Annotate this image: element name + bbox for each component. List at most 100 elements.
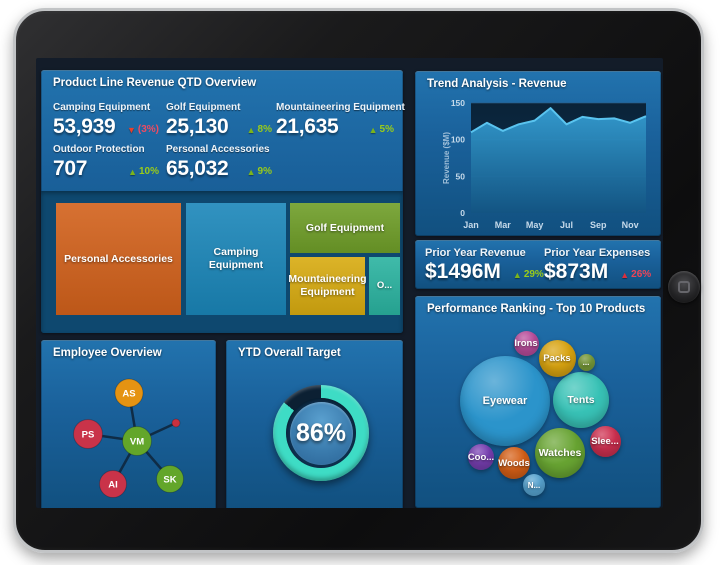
kpi-change-value: 8% <box>257 124 272 135</box>
kpi-label: Personal Accessories <box>166 144 270 155</box>
bubble-slee[interactable]: Slee... <box>589 425 621 457</box>
kpi-grid: Camping Equipment 53,939 ▼ (3%) Golf Equipme… <box>41 70 405 191</box>
network-node-vm[interactable] <box>122 426 152 456</box>
panel-title-performance: Performance Ranking - Top 10 Products <box>427 303 646 315</box>
prior-year-label: Prior Year Expenses <box>544 247 651 259</box>
kpi-value: 65,032 <box>166 157 229 180</box>
arrow-up-icon: ▲ <box>246 166 256 177</box>
gauge-disc: 86% <box>289 401 353 465</box>
treemap-tile[interactable]: Golf Equipment <box>290 203 400 253</box>
bubble-label: Woods <box>498 457 530 469</box>
bubble-woods[interactable]: Woods <box>498 447 530 479</box>
arrow-up-icon: ▲ <box>246 124 256 135</box>
x-axis-tick-label: May <box>526 220 544 230</box>
bubble-label: Coo... <box>467 451 495 463</box>
x-axis-tick-label: Nov <box>622 220 639 230</box>
network-node-label: PS <box>82 430 95 441</box>
prior-year-kpi: Prior Year Revenue $1496M ▲ 29% <box>425 247 544 282</box>
network-node-as[interactable] <box>114 378 144 408</box>
prior-year-value: $873M <box>544 260 609 283</box>
network-node-dot[interactable] <box>171 418 181 428</box>
network-node-label: AI <box>108 480 118 491</box>
network-node-ps[interactable] <box>73 419 103 449</box>
panel-ytd-target: YTD Overall Target 86% <box>226 340 403 508</box>
x-axis-tick-label: Jan <box>463 220 479 230</box>
arrow-up-icon: ▲ <box>368 124 378 135</box>
panel-prior-year: Prior Year Revenue $1496M ▲ 29% Prior Year E… <box>415 240 661 289</box>
bubble-packs[interactable]: Packs <box>538 339 576 377</box>
bubble-watches[interactable]: Watches <box>535 428 585 478</box>
kpi-cell: Golf Equipment 25,130 ▲ 8% <box>166 102 272 137</box>
bubble-tents[interactable]: Tents <box>553 372 609 428</box>
kpi-label: Outdoor Protection <box>53 144 145 155</box>
panel-product-line-revenue: Product Line Revenue QTD Overview Campin… <box>41 70 405 333</box>
treemap-tile-label: Camping Equipment <box>208 246 264 271</box>
panel-employee-overview: Employee Overview VM AS PS AI SK <box>41 340 216 508</box>
gauge-hole: 86% <box>286 398 356 468</box>
bubble-label: Eyewear <box>482 395 528 407</box>
network-node-label: VM <box>130 437 144 448</box>
kpi-change-badge: ▼ (3%) <box>127 125 159 137</box>
prior-year-value-row: $1496M ▲ 29% <box>425 261 544 282</box>
y-axis-tick-label: 0 <box>460 208 465 218</box>
prior-year-change-value: 29% <box>523 269 544 280</box>
kpi-label: Mountaineering Equipment <box>276 102 405 113</box>
treemap-tile[interactable]: Personal Accessories <box>56 203 181 315</box>
treemap-tile[interactable]: Camping Equipment <box>186 203 286 315</box>
home-button[interactable] <box>668 271 700 303</box>
kpi-change-value: 5% <box>379 124 394 135</box>
treemap-tile-label: Personal Accessories <box>64 252 173 265</box>
arrow-up-icon: ▲ <box>512 269 522 280</box>
bubble-chart: Eyewear Tents Watches Packs Woods Slee... Iron… <box>415 296 661 508</box>
arrow-up-icon: ▲ <box>128 166 137 177</box>
bubble-irons[interactable]: Irons <box>513 330 539 356</box>
kpi-value-row: 53,939 ▼ (3%) <box>53 116 159 137</box>
prior-year-kpi: Prior Year Expenses $873M ▲ 26% <box>544 247 651 282</box>
kpi-change-value: 10% <box>138 166 159 177</box>
prior-year-value: $1496M <box>425 260 501 283</box>
x-axis-tick-label: Mar <box>495 220 512 230</box>
y-axis-tick-label: 100 <box>451 135 465 145</box>
treemap-chart: Personal Accessories Camping Equipment Gol… <box>41 191 403 333</box>
network-node-sk[interactable] <box>156 465 184 493</box>
bubble-[interactable]: ... <box>577 353 595 371</box>
kpi-value: 25,130 <box>166 115 229 138</box>
treemap-tile[interactable]: O... <box>369 257 400 315</box>
kpi-value-row: 25,130 ▲ 8% <box>166 116 272 137</box>
kpi-change-badge: ▲ 5% <box>369 125 394 137</box>
treemap-tile-label: O... <box>376 280 393 292</box>
y-axis-tick-label: 150 <box>451 98 465 108</box>
x-axis-tick-label: Jul <box>560 220 573 230</box>
gauge-value: 86% <box>295 418 347 447</box>
prior-year-change-badge: ▲ 26% <box>620 270 651 282</box>
treemap-tile[interactable]: Mountaineering Equipment <box>288 257 367 315</box>
kpi-value-row: 21,635 ▲ 5% <box>276 116 394 137</box>
bubble-label: Irons <box>514 337 538 349</box>
panel-title-ytd: YTD Overall Target <box>238 347 341 359</box>
area-fill <box>471 108 646 213</box>
trend-area-chart: 0 50 100 150 Jan Mar May Jul Sep Nov Revenue ($M) <box>415 71 661 236</box>
panel-title-employee: Employee Overview <box>53 347 162 359</box>
network-node-ai[interactable] <box>99 470 127 498</box>
kpi-cell: Camping Equipment 53,939 ▼ (3%) <box>53 102 159 137</box>
network-node-label: SK <box>163 475 176 486</box>
arrow-up-icon: ▲ <box>620 269 630 280</box>
kpi-value: 53,939 <box>53 115 116 138</box>
gauge-ring: 86% <box>273 385 369 481</box>
kpi-label: Camping Equipment <box>53 102 151 113</box>
y-axis-title: Revenue ($M) <box>442 132 451 184</box>
kpi-label: Golf Equipment <box>166 102 241 113</box>
bubble-n[interactable]: N... <box>523 474 545 496</box>
panel-title-trend: Trend Analysis - Revenue <box>427 78 567 90</box>
network-svg: VM AS PS AI SK <box>73 378 184 498</box>
bubble-label: Tents <box>567 394 595 406</box>
bubble-eyewear[interactable]: Eyewear <box>460 356 550 446</box>
bubble-coo[interactable]: Coo... <box>468 444 494 470</box>
bubble-label: Packs <box>543 352 571 364</box>
panel-trend-analysis: Trend Analysis - Revenue 0 50 100 150 Jan Mar… <box>415 71 661 236</box>
prior-year-change-value: 26% <box>631 269 652 280</box>
kpi-change-value: (3%) <box>137 124 159 135</box>
treemap-tile-label: Golf Equipment <box>305 221 385 234</box>
network-chart: VM AS PS AI SK <box>41 340 216 508</box>
